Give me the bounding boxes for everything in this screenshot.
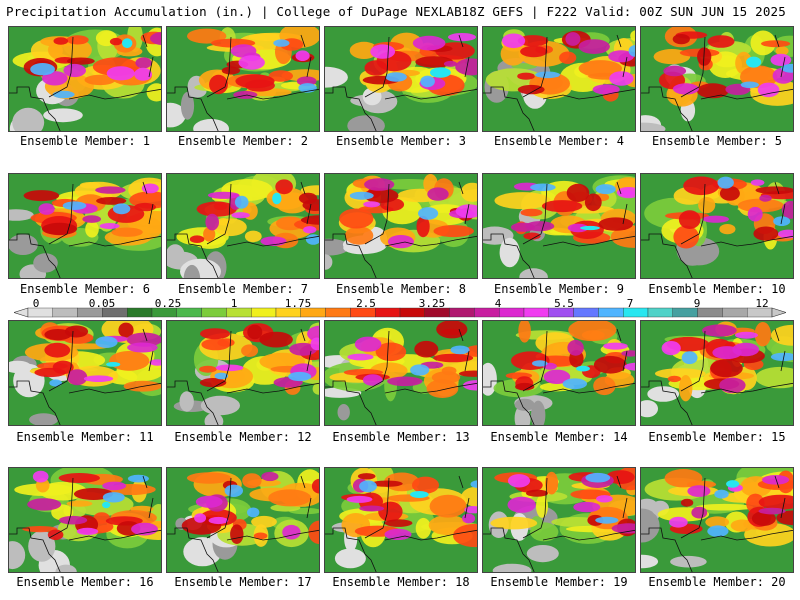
color-scale-bin <box>647 307 673 318</box>
color-scale-min-arrow <box>14 307 29 318</box>
ensemble-member-map <box>324 173 478 279</box>
ensemble-member-label: Ensemble Member: 10 <box>648 282 786 296</box>
ensemble-member-map <box>482 320 636 426</box>
precip-map <box>483 321 635 425</box>
ensemble-member-map <box>640 173 794 279</box>
ensemble-member-label: Ensemble Member: 14 <box>490 430 628 444</box>
precip-map <box>9 321 161 425</box>
ensemble-member-label: Ensemble Member: 3 <box>335 134 467 148</box>
ensemble-member-label: Ensemble Member: 18 <box>332 575 470 589</box>
ensemble-member-map <box>166 26 320 132</box>
precip-map <box>641 174 793 278</box>
color-scale-bin <box>598 307 624 318</box>
precip-map <box>325 27 477 131</box>
precip-map <box>325 468 477 572</box>
precip-map <box>483 27 635 131</box>
ensemble-member-label: Ensemble Member: 9 <box>493 282 625 296</box>
precip-map <box>167 468 319 572</box>
ensemble-member-map <box>166 173 320 279</box>
ensemble-member-map <box>166 467 320 573</box>
precip-map <box>483 174 635 278</box>
color-scale-tick-label: 3.25 <box>418 297 446 310</box>
color-scale-tick-label: 1.75 <box>284 297 312 310</box>
color-scale-bin <box>52 307 78 318</box>
color-scale-bin <box>449 307 475 318</box>
ensemble-member-map <box>640 320 794 426</box>
ensemble-member-label: Ensemble Member: 16 <box>16 575 154 589</box>
ensemble-member-map <box>482 467 636 573</box>
ensemble-member-map <box>324 467 478 573</box>
ensemble-member-label: Ensemble Member: 8 <box>335 282 467 296</box>
color-scale-bar <box>14 307 786 318</box>
precip-map <box>9 468 161 572</box>
color-scale-bin <box>697 307 723 318</box>
color-scale-tick-label: 4 <box>494 297 502 310</box>
ensemble-member-label: Ensemble Member: 15 <box>648 430 786 444</box>
precip-map <box>641 468 793 572</box>
precip-map <box>167 27 319 131</box>
color-scale-bin <box>523 307 549 318</box>
ensemble-member-map <box>482 173 636 279</box>
ensemble-member-label: Ensemble Member: 7 <box>177 282 309 296</box>
color-scale-tick-label: 5.5 <box>554 297 574 310</box>
color-scale-tick-label: 0 <box>32 297 40 310</box>
precip-map <box>9 27 161 131</box>
color-scale-max-arrow <box>771 307 786 318</box>
map-title: Precipitation Accumulation (in.) | Colle… <box>6 4 462 19</box>
ensemble-member-map <box>482 26 636 132</box>
precip-map <box>325 321 477 425</box>
ensemble-member-map <box>166 320 320 426</box>
ensemble-member-label: Ensemble Member: 2 <box>177 134 309 148</box>
ensemble-member-label: Ensemble Member: 11 <box>16 430 154 444</box>
ensemble-member-label: Ensemble Member: 6 <box>19 282 151 296</box>
color-scale-tick-label: 9 <box>693 297 701 310</box>
precip-map <box>325 174 477 278</box>
ensemble-member-label: Ensemble Member: 20 <box>648 575 786 589</box>
precip-map <box>641 27 793 131</box>
ensemble-member-label: Ensemble Member: 17 <box>174 575 312 589</box>
ensemble-member-map <box>8 173 162 279</box>
ensemble-member-label: Ensemble Member: 12 <box>174 430 312 444</box>
ensemble-member-map <box>324 320 478 426</box>
precip-map <box>167 321 319 425</box>
ensemble-member-label: Ensemble Member: 13 <box>332 430 470 444</box>
ensemble-member-map <box>8 467 162 573</box>
precip-map <box>483 468 635 572</box>
color-scale-bin <box>325 307 351 318</box>
color-scale-bin <box>126 307 153 318</box>
ensemble-member-map <box>640 467 794 573</box>
color-scale-tick-label: 0.25 <box>154 297 182 310</box>
color-scale-bin <box>573 307 599 318</box>
color-scale-tick-label: 2.5 <box>356 297 376 310</box>
ensemble-member-label: Ensemble Member: 4 <box>493 134 625 148</box>
color-scale-bin <box>250 307 277 318</box>
color-scale-bin <box>722 307 748 318</box>
color-scale-tick-label: 12 <box>755 297 769 310</box>
precip-map <box>167 174 319 278</box>
color-scale-tick-label: 0.05 <box>88 297 116 310</box>
ensemble-member-label: Ensemble Member: 19 <box>490 575 628 589</box>
color-scale-bin <box>499 307 525 318</box>
ensemble-member-map <box>324 26 478 132</box>
run-info: 18Z GEFS | F222 Valid: 00Z SUN JUN 15 20… <box>461 4 786 19</box>
precip-map <box>9 174 161 278</box>
ensemble-member-label: Ensemble Member: 1 <box>19 134 151 148</box>
ensemble-member-label: Ensemble Member: 5 <box>651 134 783 148</box>
ensemble-member-map <box>8 26 162 132</box>
color-scale-bin <box>201 307 227 318</box>
color-scale-bin <box>375 307 401 318</box>
precip-map <box>641 321 793 425</box>
color-scale-tick-label: 1 <box>230 297 238 310</box>
ensemble-member-map <box>8 320 162 426</box>
color-scale-tick-label: 7 <box>626 297 634 310</box>
ensemble-member-map <box>640 26 794 132</box>
